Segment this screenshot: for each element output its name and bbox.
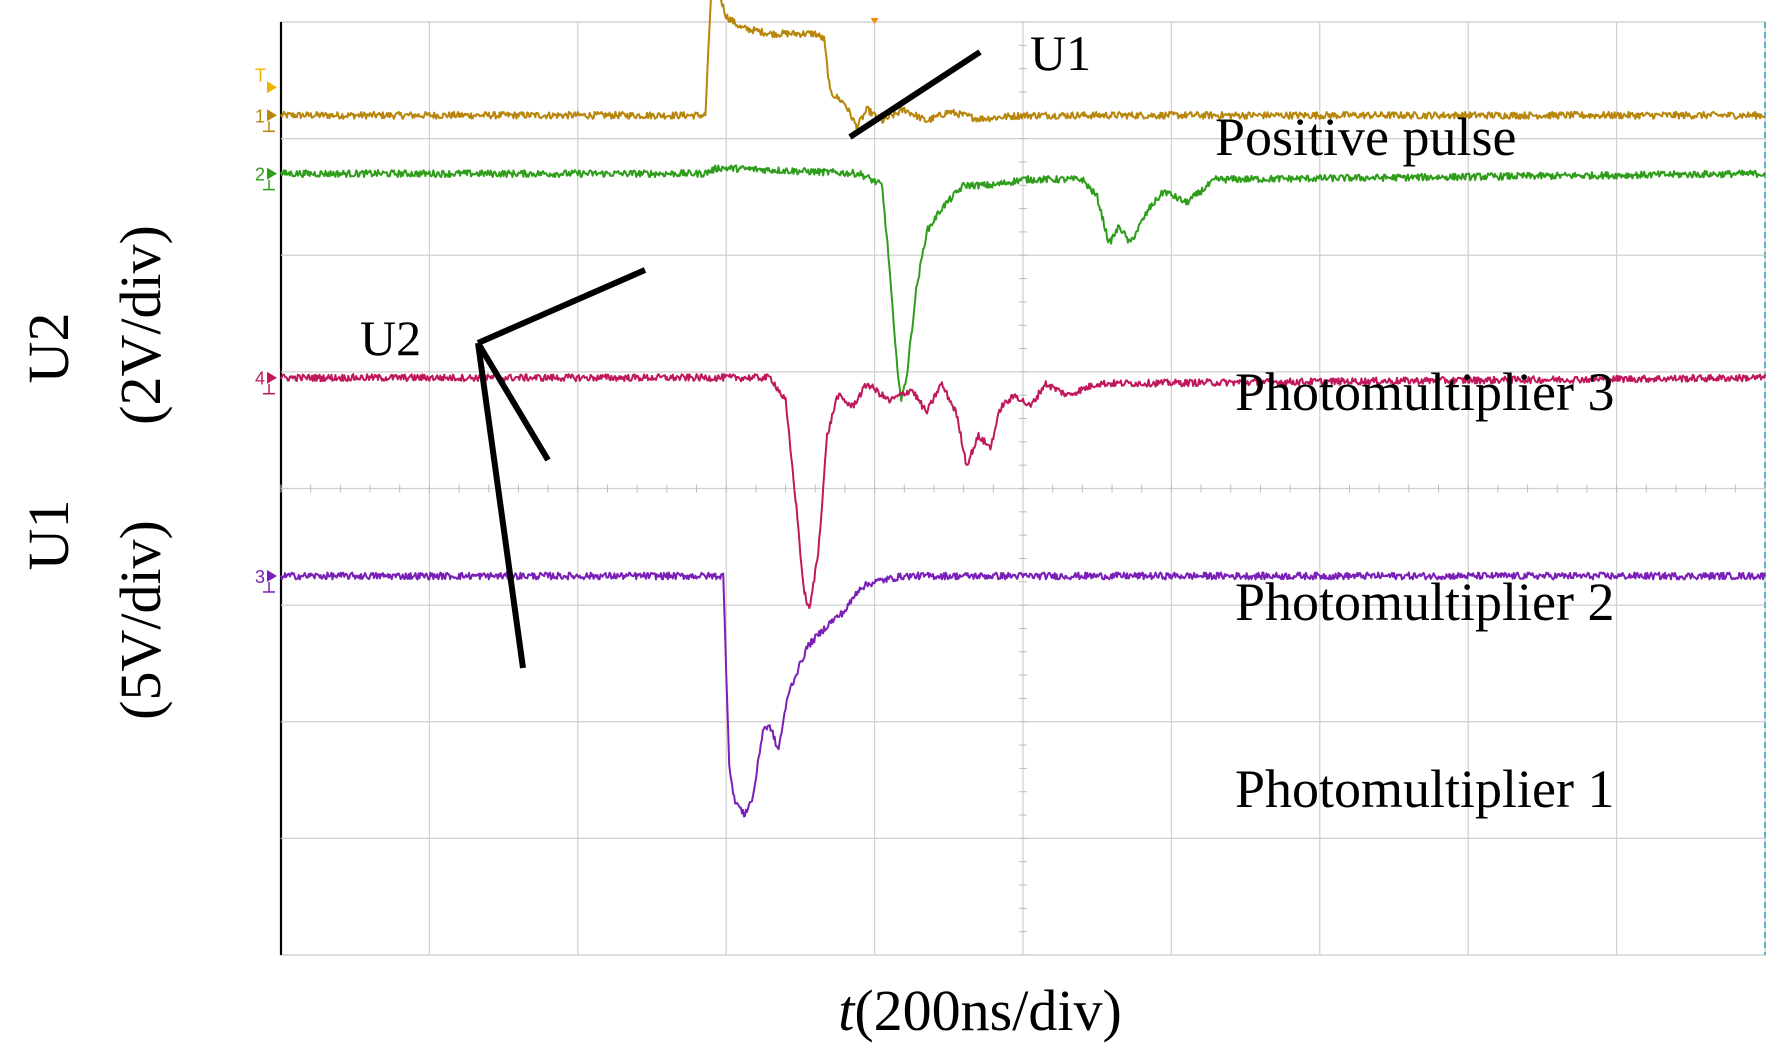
channel-marker-arrow: [267, 167, 277, 180]
u1-leader-line: [848, 49, 982, 140]
photomultiplier-2-label: Photomultiplier 2: [1235, 572, 1615, 632]
annotation-leaders: [475, 49, 982, 669]
u2-leader-line-bottom: [475, 342, 526, 669]
trigger-marker: T: [255, 65, 277, 94]
channel-marker-2: 2: [255, 165, 277, 191]
channel-markers: 1 2 4 3 T: [255, 18, 879, 593]
trace-photomultiplier-1: [280, 571, 1766, 818]
y-axis-label-u1: U1: [16, 500, 81, 571]
channel-marker-arrow: [267, 371, 277, 384]
trace-photomultiplier-3: [280, 164, 1766, 402]
y-axis-label: U1 U2 (5V/div) (2V/div): [16, 225, 173, 720]
u1-annotation: U1: [1030, 25, 1091, 81]
photomultiplier-3-label: Photomultiplier 3: [1235, 362, 1615, 422]
x-axis-label-italic: t: [838, 978, 856, 1043]
y-axis-label-u1-scale: (5V/div): [108, 520, 173, 720]
channel-marker-3: 3: [255, 567, 277, 593]
channel-marker-label: 2: [255, 165, 265, 185]
positive-pulse-label: Positive pulse: [1215, 107, 1517, 167]
channel-marker-label: 3: [255, 567, 265, 587]
trigger-marker-arrow: [267, 81, 277, 94]
channel-marker-label: 4: [255, 369, 265, 389]
chart-grid: [279, 21, 1766, 956]
channel-marker-arrow: [267, 569, 277, 582]
trigger-marker-label: T: [255, 65, 266, 85]
channel-marker-label: 1: [255, 106, 265, 126]
trigger-position-marker: [870, 18, 879, 24]
x-axis-label: t(200ns/div): [838, 978, 1122, 1043]
channel-marker-1: 1: [255, 106, 277, 133]
trace-positive-pulse: [280, 0, 1766, 132]
trace-photomultiplier-2: [280, 373, 1766, 610]
channel-marker-arrow: [267, 109, 277, 122]
x-axis-label-rest: (200ns/div): [854, 978, 1121, 1043]
u2-leader-line-mid: [475, 341, 551, 462]
photomultiplier-1-label: Photomultiplier 1: [1235, 759, 1615, 819]
channel-marker-4: 4: [255, 369, 277, 395]
chart-traces: [280, 0, 1766, 818]
y-axis-label-u2: U2: [16, 313, 81, 384]
y-axis-label-u2-scale: (2V/div): [108, 225, 173, 425]
u2-annotation: U2: [360, 310, 421, 366]
u2-leader-line-top: [476, 267, 647, 346]
